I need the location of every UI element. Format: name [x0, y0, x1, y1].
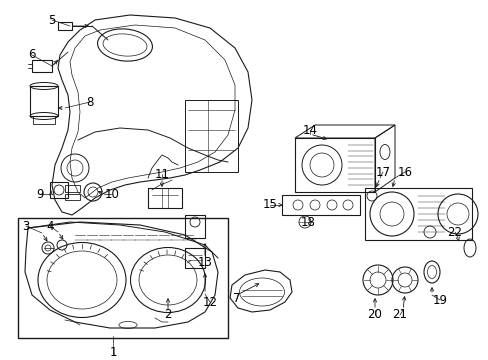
Text: 20: 20	[367, 309, 382, 321]
Text: 17: 17	[375, 166, 390, 179]
Text: 18: 18	[300, 216, 315, 229]
Text: 1: 1	[109, 346, 117, 359]
Text: 6: 6	[28, 49, 36, 62]
Text: 21: 21	[392, 309, 407, 321]
Text: 8: 8	[86, 95, 94, 108]
Text: 2: 2	[164, 307, 171, 320]
Text: 7: 7	[233, 292, 240, 305]
Text: 11: 11	[154, 167, 169, 180]
Text: 5: 5	[48, 13, 56, 27]
Text: 4: 4	[46, 220, 54, 233]
Text: 12: 12	[202, 296, 217, 309]
Text: 15: 15	[262, 198, 277, 211]
Text: 14: 14	[302, 123, 317, 136]
Text: 22: 22	[447, 225, 462, 238]
Text: 9: 9	[36, 188, 43, 201]
Text: 10: 10	[104, 188, 119, 201]
Text: 3: 3	[22, 220, 30, 233]
Text: 16: 16	[397, 166, 412, 179]
Text: 13: 13	[197, 256, 212, 269]
Text: 19: 19	[431, 293, 447, 306]
